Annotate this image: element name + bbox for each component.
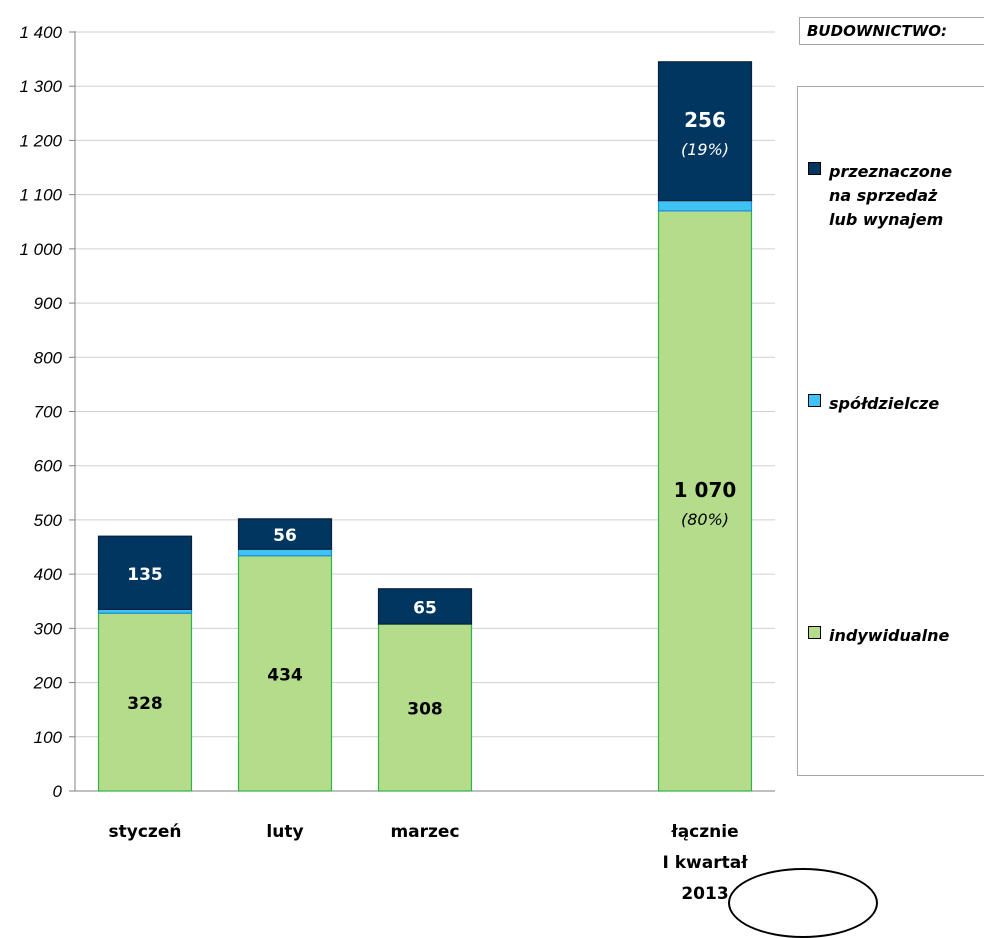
y-tick-label: 100 [34,728,63,747]
bar-segment [97,535,193,610]
y-tick-label: 1 100 [19,186,62,205]
y-tick-label: 1 200 [19,131,62,150]
data-label: 65 [413,598,437,618]
x-category-label: 2013 [681,884,728,901]
x-category-label: styczeń [109,822,182,842]
bars [97,61,753,792]
y-tick-label: 0 [53,782,63,801]
legend-label-indywidualne: indywidualne [829,626,950,645]
legend-item-przeznaczone: przeznaczone na sprzedaż lub wynajem [808,157,984,235]
data-label: 135 [127,565,163,585]
data-label-percent: (80%) [681,510,729,529]
x-category-label: łącznie [670,822,738,842]
data-label: 308 [407,700,443,720]
bar-segment [237,518,333,550]
y-tick-label: 1 400 [19,23,62,42]
x-category-label: marzec [390,822,459,842]
data-label: 328 [127,694,163,714]
y-tick-label: 600 [34,457,63,476]
data-label: 1 070 [674,478,737,502]
bar-segment [657,61,753,202]
legend-label-spoldzielcze: spółdzielcze [829,394,940,413]
data-label: 56 [273,526,297,546]
data-label: 434 [267,665,303,685]
axes: 0 100 200 300 400 500 600 700 800 900 1 000 1 100 1 … [19,23,775,901]
legend-title: BUDOWNICTWO: [799,17,984,45]
legend-swatch-spoldzielcze [808,394,821,407]
y-tick-label: 800 [34,348,63,367]
bar-segment [657,210,753,792]
bar-segment [97,612,193,792]
legend: przeznaczone na sprzedaż lub wynajem spó… [797,86,984,776]
data-label: 256 [684,108,726,132]
bar-segment [237,548,333,557]
bar-segment [377,623,473,792]
y-tick-label: 400 [34,565,63,584]
legend-label-przeznaczone: przeznaczone na sprzedaż lub wynajem [829,162,953,229]
x-category-label: luty [266,822,303,842]
y-tick-label: 1 300 [19,77,62,96]
legend-item-spoldzielcze: spółdzielcze [808,389,984,419]
legend-swatch-przeznaczone [808,162,821,175]
bar-segment [237,555,333,792]
data-labels: 328 135 434 56 308 65 1 070 (80%) 256 (19%) [127,108,736,719]
chart-plot: 0 100 200 300 400 500 600 700 800 900 1 000 1 100 1 … [19,23,775,901]
decorative-ellipse [728,868,878,938]
legend-item-indywidualne: indywidualne [808,621,984,651]
y-tick-label: 300 [34,619,63,638]
legend-swatch-indywidualne [808,626,821,639]
bar-segment [657,200,753,212]
data-label-percent: (19%) [681,140,729,159]
y-tick-label: 500 [34,511,63,530]
x-category-label: I kwartał [662,853,748,873]
y-tick-label: 1 000 [19,240,62,259]
y-tick-label: 900 [34,294,63,313]
bar-segment [377,588,473,625]
y-tick-label: 700 [34,403,63,422]
y-tick-label: 200 [33,674,63,693]
